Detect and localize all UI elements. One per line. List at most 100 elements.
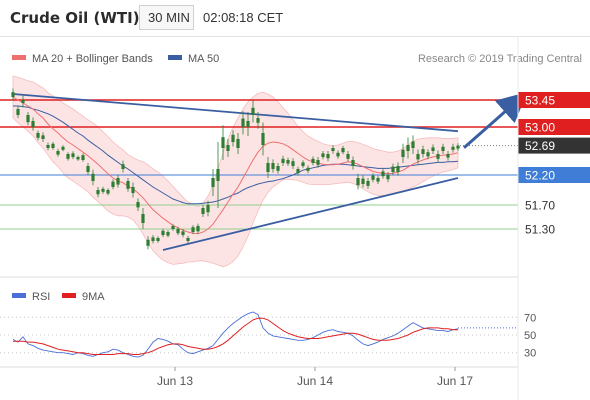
candle xyxy=(341,145,345,155)
candle xyxy=(136,198,140,211)
svg-text:52.69: 52.69 xyxy=(525,139,555,153)
price-label-pivot: 52.20 xyxy=(518,167,590,183)
candle xyxy=(111,179,115,190)
candle xyxy=(266,157,270,178)
candle xyxy=(56,148,60,157)
price-chart[interactable]: MA 20 + Bollinger Bands MA 50 Research © … xyxy=(0,36,590,400)
candle xyxy=(151,235,155,244)
candle xyxy=(386,172,390,183)
rsi-tick-label: 30 xyxy=(524,348,536,360)
candle xyxy=(446,151,450,161)
price-label-support: 51.70 xyxy=(525,199,555,213)
svg-text:52.20: 52.20 xyxy=(525,169,555,183)
candle xyxy=(51,142,55,150)
candle xyxy=(206,200,210,217)
candle xyxy=(106,188,110,196)
candle xyxy=(301,160,305,169)
candle xyxy=(31,117,35,131)
candle xyxy=(291,158,295,169)
candle xyxy=(281,155,285,166)
candle xyxy=(76,155,80,161)
candle xyxy=(81,153,85,162)
candle xyxy=(96,187,100,198)
candle xyxy=(346,151,350,162)
svg-text:51.70: 51.70 xyxy=(525,199,555,213)
candle xyxy=(176,226,180,236)
bollinger-band xyxy=(12,75,459,268)
legend-label: 9MA xyxy=(82,291,105,303)
trendline xyxy=(162,177,459,251)
candle xyxy=(86,163,90,175)
candle xyxy=(71,151,75,160)
candle xyxy=(416,149,420,164)
candle xyxy=(121,160,125,173)
candle xyxy=(376,175,380,184)
candle xyxy=(451,143,455,153)
candle xyxy=(181,229,185,238)
candle xyxy=(426,149,430,160)
rsi-panel: 70 50 30 xyxy=(0,311,536,360)
candle xyxy=(246,112,250,136)
candle xyxy=(436,150,440,163)
candle xyxy=(441,143,445,154)
candle xyxy=(221,125,225,160)
trendline xyxy=(12,93,459,133)
candle xyxy=(421,145,425,158)
candle xyxy=(166,230,170,238)
instrument-title: Crude Oil (WTI) xyxy=(10,9,140,27)
candle xyxy=(261,122,265,156)
candle xyxy=(326,151,330,162)
x-axis: Jun 13 Jun 14 Jun 17 xyxy=(157,367,473,388)
candle xyxy=(361,175,365,188)
candle xyxy=(276,163,280,174)
candle xyxy=(116,175,120,188)
candle xyxy=(286,157,290,166)
price-badges: 53.45 53.00 52.69 52.20 51.70 51.30 xyxy=(518,92,590,237)
candle xyxy=(46,142,50,151)
candle xyxy=(101,186,105,194)
candle xyxy=(146,236,150,250)
candle xyxy=(201,205,205,217)
candle xyxy=(141,208,145,229)
candle xyxy=(241,111,245,135)
candle xyxy=(296,166,300,176)
candle xyxy=(61,145,65,152)
candle xyxy=(41,132,45,142)
timeframe-label[interactable]: 30 MIN xyxy=(148,10,190,25)
candle xyxy=(171,224,175,231)
candle xyxy=(36,130,40,141)
candle xyxy=(26,112,30,126)
x-tick-label: Jun 13 xyxy=(157,374,193,388)
candle xyxy=(366,178,370,189)
x-tick-label: Jun 14 xyxy=(297,374,333,388)
candle xyxy=(156,236,160,243)
candle xyxy=(431,144,435,154)
legend-label: MA 20 + Bollinger Bands xyxy=(32,53,153,65)
candle xyxy=(306,165,310,174)
candle xyxy=(351,156,355,170)
clock-time: 02:08:18 CET xyxy=(203,10,284,25)
candle xyxy=(271,159,275,173)
x-tick-label: Jun 17 xyxy=(437,374,473,388)
candle xyxy=(16,106,20,118)
timeframe-selector[interactable] xyxy=(139,5,194,30)
legend-swatch xyxy=(12,55,26,60)
candle xyxy=(11,88,15,101)
bollinger-fill xyxy=(12,75,459,268)
candle xyxy=(91,169,95,186)
candle xyxy=(391,163,395,175)
candle xyxy=(251,100,255,123)
svg-text:51.30: 51.30 xyxy=(525,223,555,237)
candle xyxy=(456,143,460,151)
header: Crude Oil (WTI) 30 MIN 02:08:18 CET xyxy=(0,0,590,37)
candle xyxy=(331,145,335,154)
price-label-resistance: 53.00 xyxy=(518,119,590,135)
candle xyxy=(236,133,240,154)
candle xyxy=(216,142,220,208)
candle xyxy=(226,139,230,157)
trendlines xyxy=(12,92,528,251)
legend-label: MA 50 xyxy=(188,53,219,65)
candle xyxy=(311,156,315,166)
candle xyxy=(356,173,360,190)
rsi-ma9-line xyxy=(13,317,458,355)
